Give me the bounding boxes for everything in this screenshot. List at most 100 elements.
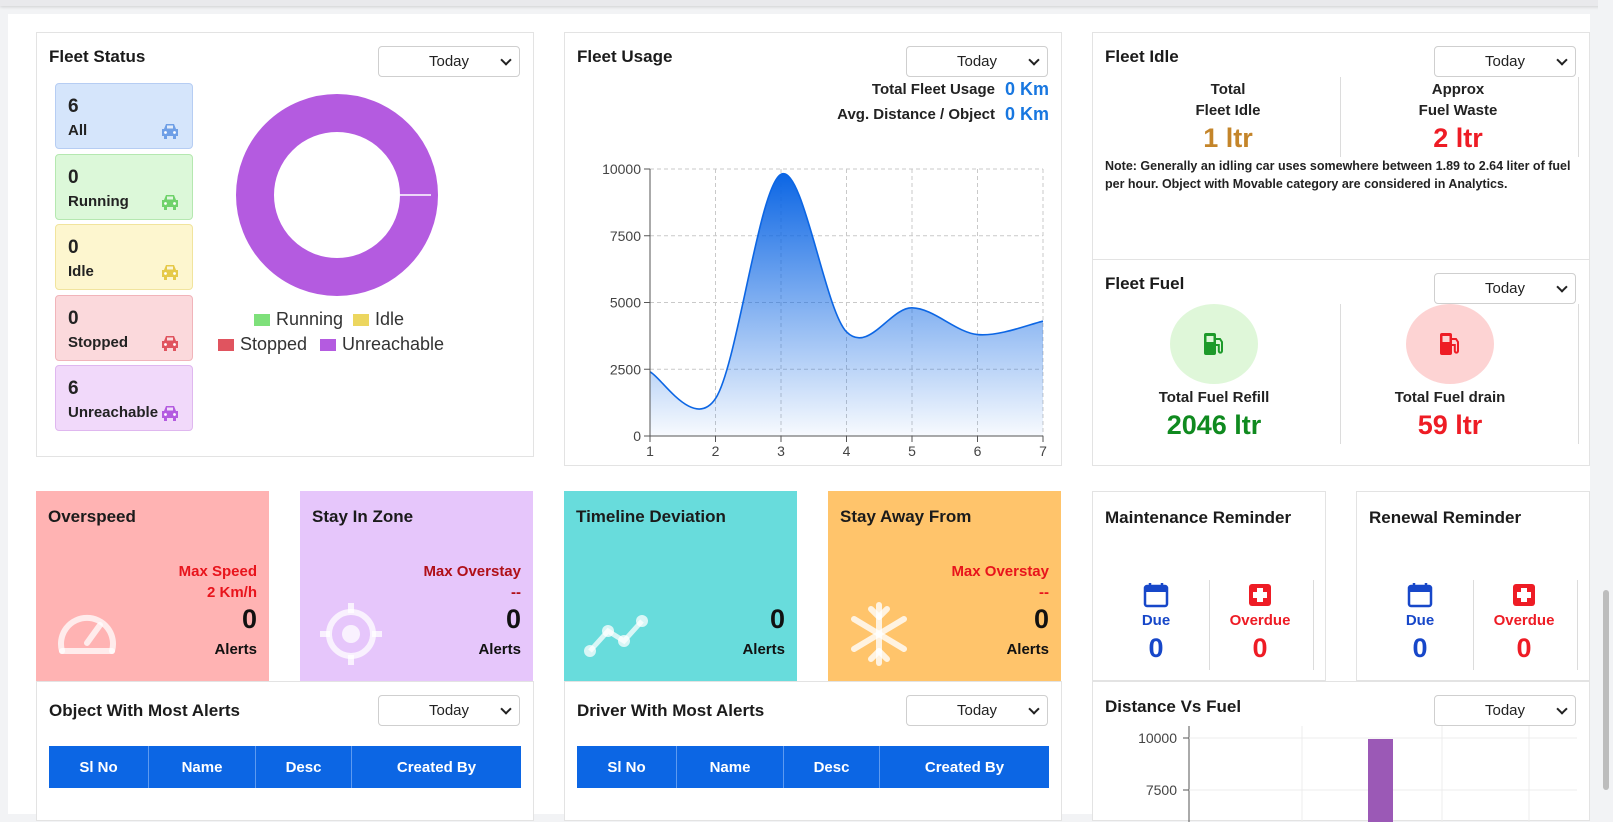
chevron-down-icon bbox=[1028, 54, 1040, 66]
y-tick-label: 0 bbox=[633, 428, 641, 444]
maintenance-overdue-value[interactable]: 0 bbox=[1252, 633, 1268, 663]
fuel-waste-label-line1: Approx bbox=[1431, 81, 1485, 98]
total-fleet-usage-value: 0 Km bbox=[1004, 79, 1049, 99]
chevron-down-icon bbox=[1556, 281, 1568, 293]
column-created-by[interactable]: Created By bbox=[396, 758, 477, 776]
divider bbox=[1577, 580, 1578, 670]
medical-cross-icon bbox=[1249, 584, 1271, 606]
overspeed-card[interactable]: Overspeed Max Speed 2 Km/h 0 Alerts bbox=[36, 491, 269, 681]
medical-cross-icon bbox=[1513, 584, 1535, 606]
trend-line-icon bbox=[584, 615, 648, 657]
fleet-fuel-card: Fleet Fuel Today Total Fuel Refill 2046 … bbox=[1092, 259, 1590, 466]
stay-in-zone-card[interactable]: Stay In Zone Max Overstay -- 0 Alerts bbox=[300, 491, 533, 681]
renewal-overdue-value[interactable]: 0 bbox=[1516, 633, 1532, 663]
timeline-deviation-card[interactable]: Timeline Deviation 0 Alerts bbox=[564, 491, 797, 681]
car-icon bbox=[162, 124, 178, 139]
speedometer-icon bbox=[58, 614, 116, 654]
status-tile-unreachable[interactable]: 6 Unreachable bbox=[55, 365, 193, 431]
fleet-usage-period-select[interactable]: Today bbox=[906, 46, 1048, 77]
overspeed-max-speed-value: 2 Km/h bbox=[206, 584, 257, 601]
driver-alerts-table-header: Sl No Name Desc Created By bbox=[577, 746, 1049, 788]
calendar-icon bbox=[1407, 583, 1433, 608]
object-alerts-period-value: Today bbox=[428, 702, 470, 719]
divider bbox=[1578, 77, 1579, 157]
fuel-refill-badge bbox=[1170, 304, 1258, 384]
maintenance-reminder-card: Maintenance Reminder Due 0 Overdue 0 bbox=[1092, 491, 1326, 681]
stay-in-zone-max-overstay-label: Max Overstay bbox=[423, 563, 521, 580]
column-sl-no[interactable]: Sl No bbox=[49, 746, 149, 788]
legend-swatch-idle bbox=[353, 313, 369, 326]
x-tick-label: 6 bbox=[974, 443, 982, 459]
scrollbar-thumb[interactable] bbox=[1603, 590, 1609, 790]
column-desc[interactable]: Desc bbox=[256, 746, 352, 788]
renewal-overdue-label: Overdue bbox=[1493, 612, 1555, 629]
stay-away-from-card[interactable]: Stay Away From Max Overstay -- 0 Alerts bbox=[828, 491, 1061, 681]
column-sl-no[interactable]: Sl No bbox=[577, 746, 677, 788]
legend-label-stopped: Stopped bbox=[240, 334, 308, 354]
status-tile-idle[interactable]: 0 Idle bbox=[55, 224, 193, 290]
driver-alerts-period-select[interactable]: Today bbox=[906, 695, 1048, 726]
fleet-idle-note: Note: Generally an idling car uses somew… bbox=[1105, 159, 1571, 191]
maintenance-reminder-title: Maintenance Reminder bbox=[1105, 508, 1292, 527]
stay-in-zone-count: 0 bbox=[505, 604, 521, 634]
status-tile-running[interactable]: 0 Running bbox=[55, 154, 193, 220]
object-alerts-table-header: Sl No Name Desc Created By bbox=[49, 746, 521, 788]
driver-alerts-period-value: Today bbox=[956, 702, 998, 719]
distance-fuel-period-select[interactable]: Today bbox=[1434, 695, 1576, 726]
maintenance-due-value[interactable]: 0 bbox=[1148, 633, 1164, 663]
fuel-refill-value: 2046 ltr bbox=[1166, 410, 1262, 440]
fleet-status-period-value: Today bbox=[428, 53, 470, 70]
x-tick-label: 2 bbox=[712, 443, 720, 459]
top-bar bbox=[0, 0, 1613, 6]
usage-line bbox=[649, 173, 1044, 410]
legend-label-running: Running bbox=[276, 309, 344, 329]
overspeed-title: Overspeed bbox=[48, 507, 136, 526]
fleet-fuel-title: Fleet Fuel bbox=[1105, 274, 1185, 293]
overspeed-alerts-label: Alerts bbox=[214, 641, 257, 658]
column-name[interactable]: Name bbox=[149, 746, 256, 788]
legend-idle: Idle bbox=[353, 309, 404, 330]
fleet-usage-chart: 0 2500 5000 7500 10000 1 2 3 4 5 6 7 bbox=[602, 161, 1047, 459]
fleet-status-donut bbox=[236, 94, 438, 296]
fleet-usage-card: Fleet Usage Today Total Fleet Usage 0 Km… bbox=[564, 32, 1062, 466]
legend-stopped: Stopped bbox=[218, 334, 307, 355]
distance-fuel-bar bbox=[1368, 739, 1393, 822]
fleet-status-title: Fleet Status bbox=[49, 47, 146, 66]
stay-away-from-title: Stay Away From bbox=[840, 507, 972, 526]
fleet-status-period-select[interactable]: Today bbox=[378, 46, 520, 77]
object-most-alerts-card: Object With Most Alerts Today Sl No Name… bbox=[36, 681, 534, 821]
dashboard-canvas: Fleet Status Today 6 All 0 Running 0 Idle 0 Sto… bbox=[8, 14, 1590, 822]
stay-in-zone-alerts-label: Alerts bbox=[478, 641, 521, 658]
chevron-down-icon bbox=[500, 703, 512, 715]
stay-away-count: 0 bbox=[1033, 604, 1049, 634]
fuel-pump-icon bbox=[1204, 333, 1223, 355]
object-alerts-period-select[interactable]: Today bbox=[378, 695, 520, 726]
fuel-waste-value: 2 ltr bbox=[1433, 123, 1483, 153]
fleet-status-card: Fleet Status Today 6 All 0 Running 0 Idle 0 Sto… bbox=[36, 32, 534, 457]
column-desc[interactable]: Desc bbox=[784, 746, 880, 788]
legend-unreachable: Unreachable bbox=[320, 334, 444, 355]
y-tick-label: 5000 bbox=[610, 295, 641, 311]
fleet-fuel-period-value: Today bbox=[1484, 280, 1526, 297]
y-tick-label: 2500 bbox=[610, 361, 641, 377]
status-tile-all[interactable]: 6 All bbox=[55, 83, 193, 149]
timeline-deviation-count: 0 bbox=[769, 604, 785, 634]
renewal-reminder-title: Renewal Reminder bbox=[1369, 508, 1522, 527]
calendar-icon bbox=[1143, 583, 1169, 608]
stay-away-alerts-label: Alerts bbox=[1006, 641, 1049, 658]
status-tile-stopped[interactable]: 0 Stopped bbox=[55, 295, 193, 361]
target-icon bbox=[320, 603, 382, 665]
car-icon bbox=[162, 406, 178, 421]
fleet-idle-period-select[interactable]: Today bbox=[1434, 46, 1576, 77]
chevron-down-icon bbox=[500, 54, 512, 66]
object-most-alerts-title: Object With Most Alerts bbox=[49, 701, 240, 720]
fleet-fuel-period-select[interactable]: Today bbox=[1434, 273, 1576, 304]
column-created-by[interactable]: Created By bbox=[924, 758, 1005, 776]
legend-swatch-unreachable bbox=[320, 338, 336, 351]
scrollbar-track[interactable] bbox=[1598, 0, 1613, 807]
renewal-due-value[interactable]: 0 bbox=[1412, 633, 1428, 663]
fuel-drain-label: Total Fuel drain bbox=[1394, 389, 1506, 406]
chevron-down-icon bbox=[1556, 54, 1568, 66]
renewal-due-label: Due bbox=[1405, 612, 1435, 629]
column-name[interactable]: Name bbox=[677, 746, 784, 788]
